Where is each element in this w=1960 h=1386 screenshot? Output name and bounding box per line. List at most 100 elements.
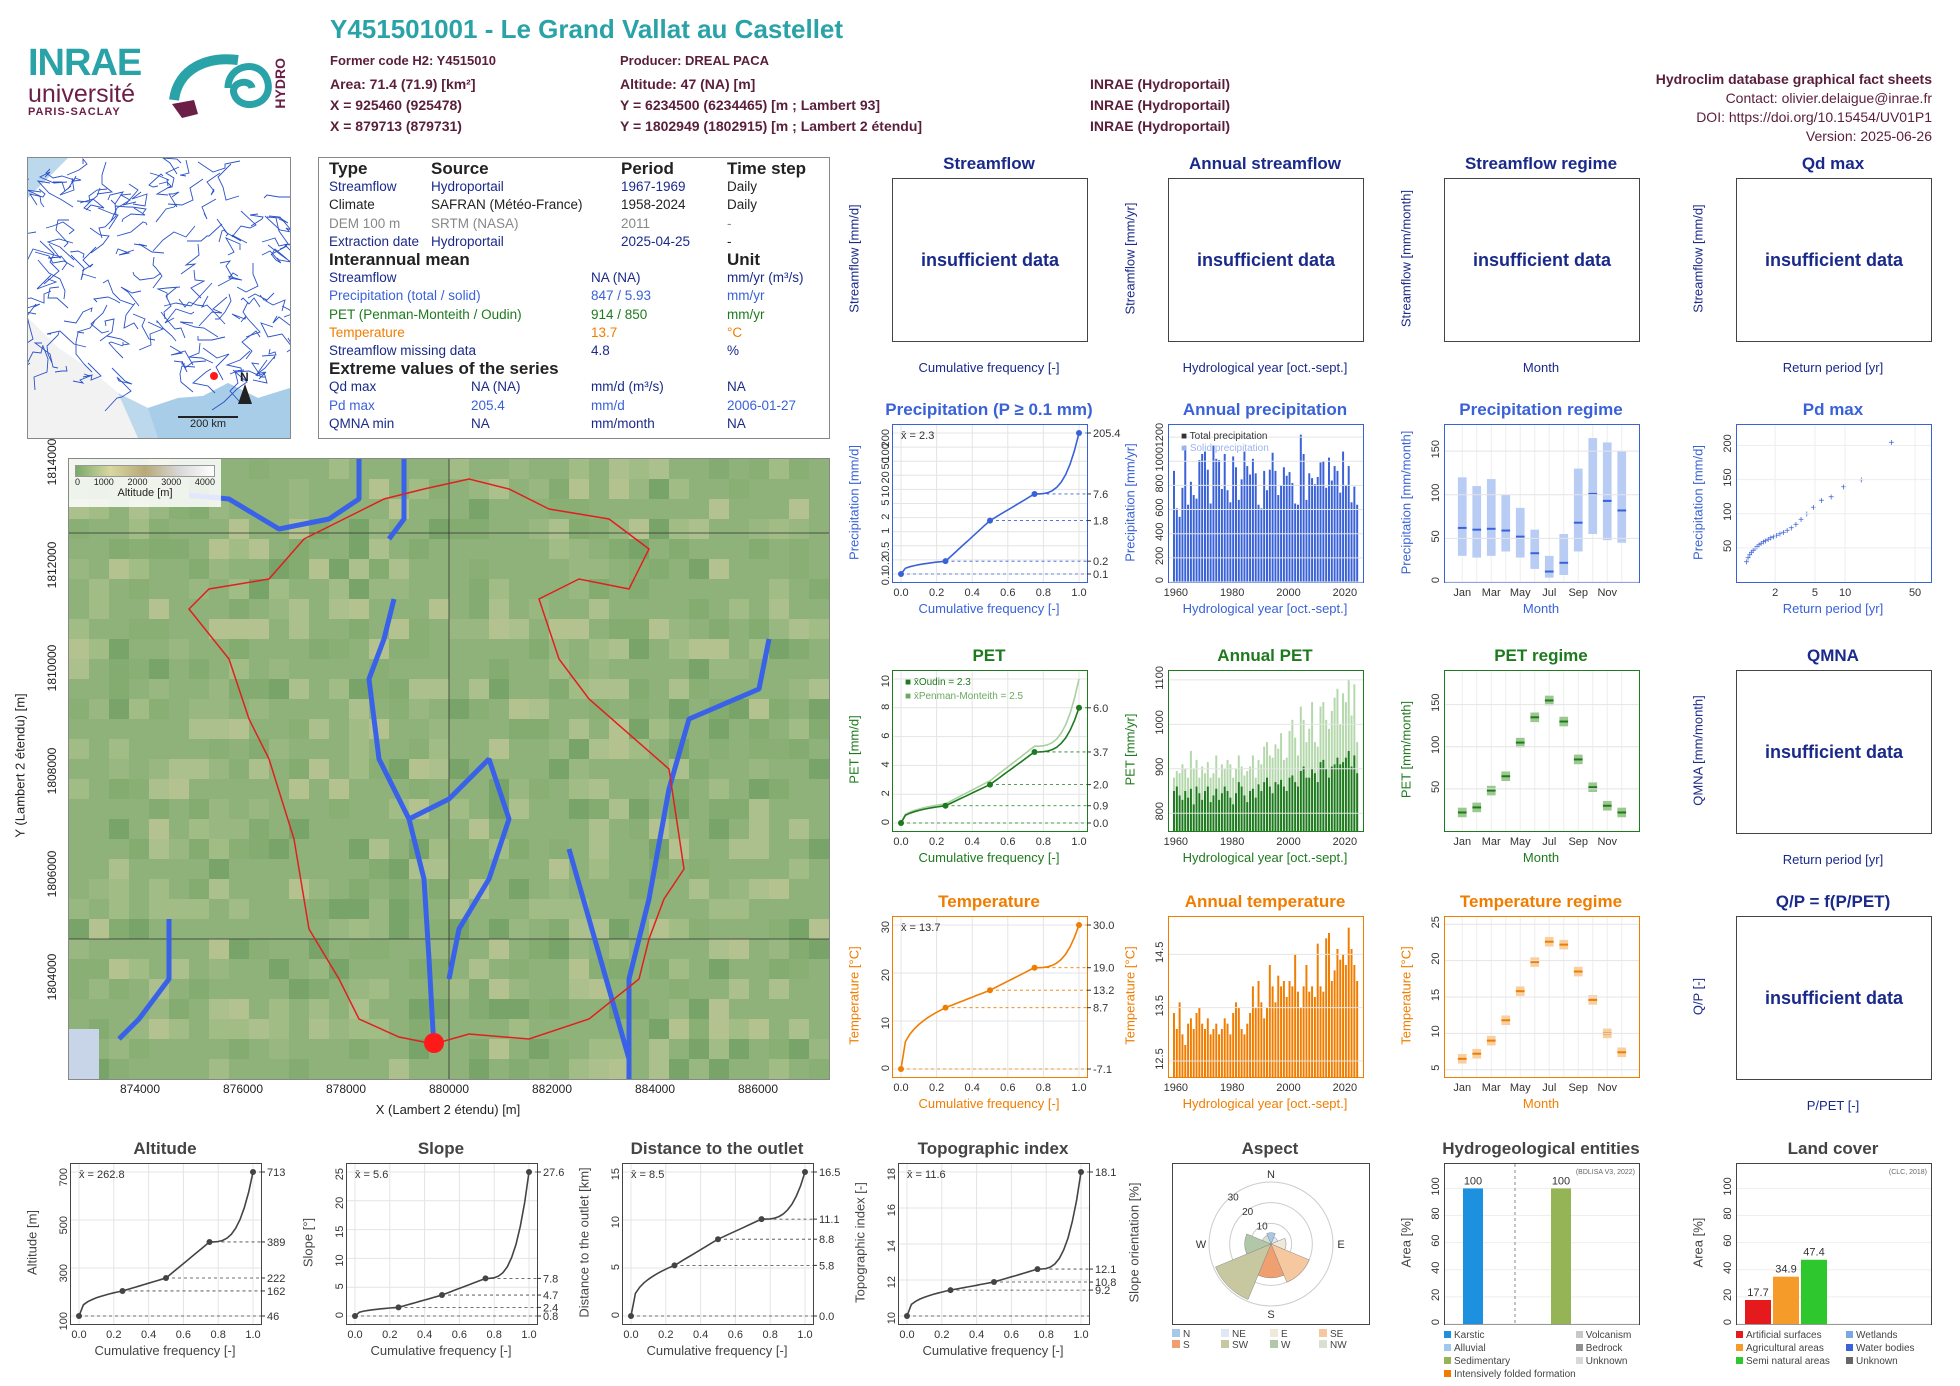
annual_temp-bar	[1249, 1013, 1252, 1077]
x-tick-label: 2000	[1276, 1082, 1300, 1094]
y-tick-label: 100	[1430, 484, 1442, 502]
overview-river	[79, 198, 105, 211]
aspect-legend-item: SE	[1319, 1329, 1368, 1340]
annual_pet-bar	[1333, 764, 1336, 831]
annual_temp-xlabel: Hydrological year [oct.-sept.]	[1182, 1096, 1348, 1111]
aspect-dir-label: E	[1337, 1239, 1344, 1251]
y-tick-label: 5	[334, 1283, 346, 1289]
x-tick-label: Sep	[1568, 836, 1588, 848]
overview-river	[198, 296, 228, 327]
annual_temp-bar	[1201, 1023, 1204, 1077]
x-tick-label: 0.6	[1000, 1082, 1015, 1094]
annual_precip-bar	[1305, 499, 1308, 582]
hydrogeo-svg: (BDLISA V3, 2022) 0 20 40 60 80 100 100 100	[1430, 1164, 1639, 1325]
y-tick-label: 12	[886, 1276, 898, 1288]
pd-max-point: +	[1744, 558, 1750, 569]
aspect-sector	[1270, 1243, 1310, 1283]
annual_pet-bar	[1294, 782, 1297, 831]
annual-precip-legend-solid: ■ Solid precipitation	[1181, 443, 1269, 454]
x-tick-label: 0.8	[487, 1329, 502, 1341]
x-tick-label: 1.0	[245, 1329, 260, 1341]
temp-svg: 0.0 0.2 0.4 0.6 0.8 1.0 0 10 20 30 30.0 19.0 13.2 8.7…	[880, 917, 1114, 1094]
pet-cdf-line	[900, 678, 1080, 824]
y-tick-label: 13.5	[1154, 995, 1166, 1016]
y-tick-label: 10	[1430, 1025, 1442, 1037]
map-xtick: 874000	[119, 1082, 161, 1096]
temp-quantile-point	[942, 1004, 949, 1011]
precip-plot: 0.0 0.2 0.4 0.6 0.8 1.0 0.1 0.2 0.5 1 2 5 10 20 50 100 2…	[880, 424, 1121, 599]
annual_precip-bar	[1218, 460, 1221, 582]
x-tick-label: May	[1510, 836, 1531, 848]
precip_regime-box	[1573, 468, 1583, 552]
mean-name: Precipitation (total / solid)	[329, 288, 481, 304]
pd-max-point: +	[1811, 503, 1817, 514]
mean-unit: mm/yr	[727, 306, 765, 322]
overview-river	[54, 365, 68, 373]
temp-mean-label: x̄ = 13.7	[901, 922, 940, 934]
y-tick-label: 1	[880, 528, 892, 534]
hydrogeo-bar-label: 100	[1464, 1175, 1482, 1187]
annual_temp-bar	[1328, 933, 1330, 1077]
annual_pet-bar	[1347, 751, 1350, 831]
overview-river	[188, 342, 214, 364]
annual_precip-bar	[1268, 469, 1271, 582]
river-line	[387, 459, 407, 541]
river-line	[366, 598, 437, 1050]
topo-ylabel: Topographic index [-]	[852, 1182, 868, 1303]
x-tick-label: 2020	[1333, 1082, 1357, 1094]
pet_regime-plot: Jan Mar May Jul Sep Nov 50 100 150	[1430, 670, 1640, 848]
topo-quantile-point	[991, 1279, 997, 1286]
annual_temp-bar	[1198, 1007, 1201, 1077]
distance-title: Distance to the outlet	[630, 1139, 804, 1158]
overview-river	[70, 254, 97, 281]
x-tick-label: 1.0	[797, 1329, 812, 1341]
annual_pet-bar	[1195, 786, 1198, 831]
y-tick-label: 0	[334, 1312, 346, 1318]
info-col-headers: Type Source Period Time step	[329, 159, 819, 178]
annual_temp-bar	[1333, 970, 1336, 1077]
aspect-sector	[1215, 1243, 1272, 1300]
precip-right-label: 0.2	[1093, 556, 1108, 568]
overview-map-graphic	[28, 158, 290, 438]
altitude-xlabel: Cumulative frequency [-]	[94, 1343, 236, 1358]
annual_pet-bar	[1173, 791, 1175, 831]
altitude-quantile-point	[250, 1169, 256, 1175]
x-tick-label: Sep	[1568, 587, 1588, 599]
overview-river	[63, 307, 93, 324]
annual_precip-bar	[1263, 470, 1266, 582]
annual_precip-bar	[1266, 490, 1268, 582]
pd-max-point: +	[1788, 523, 1794, 534]
qd_max-ylabel: Streamflow [mm/d]	[1690, 204, 1706, 313]
annual_temp-bar	[1342, 954, 1345, 1077]
contact[interactable]: Contact: olivier.delaigue@inrae.fr	[1725, 90, 1932, 106]
x-tick-label: Jul	[1542, 836, 1556, 848]
annual_precip-bar	[1235, 467, 1237, 582]
overview-river	[121, 207, 146, 223]
aspect-sector	[1261, 1234, 1272, 1245]
annual_pet-bar	[1266, 777, 1268, 831]
landcover-legend-label: Semi natural areas	[1746, 1356, 1830, 1367]
x-tick-label: 0.6	[728, 1329, 743, 1341]
temp-xlabel: Cumulative frequency [-]	[918, 1096, 1060, 1111]
overview-river	[261, 237, 289, 249]
annual_pet-bar	[1288, 777, 1291, 831]
aspect-sector	[1244, 1233, 1272, 1255]
mean-value: 4.8	[591, 343, 610, 359]
annual_pet-bar	[1254, 797, 1257, 831]
temp-quantile-point	[1076, 922, 1082, 928]
overview-river	[231, 210, 257, 238]
annual_temp-bar	[1302, 986, 1305, 1077]
pd_max-plot: + + + + + + + + + + + + + + + + + + + + + + + + + + + +2 5 10 50 50 100 1…	[1722, 424, 1932, 599]
extreme-value: NA (NA)	[471, 379, 521, 395]
overview-river	[28, 303, 41, 315]
topo-title: Topographic index	[917, 1139, 1069, 1158]
overview-river	[215, 293, 232, 320]
annual_pet-bar	[1297, 786, 1299, 831]
overview-river	[96, 161, 114, 195]
pet-quantile-point	[898, 820, 904, 826]
landcover-plot: (CLC, 2018) 0 20 40 60 80 100 17.7 34.9 47.4	[1722, 1163, 1932, 1325]
mean-name: Streamflow	[329, 270, 397, 286]
doi-link[interactable]: DOI: https://doi.org/10.15454/UV01P1	[1696, 109, 1932, 125]
temp_regime-plot: Jan Mar May Jul Sep Nov 5 10 15 20 25	[1430, 916, 1640, 1094]
